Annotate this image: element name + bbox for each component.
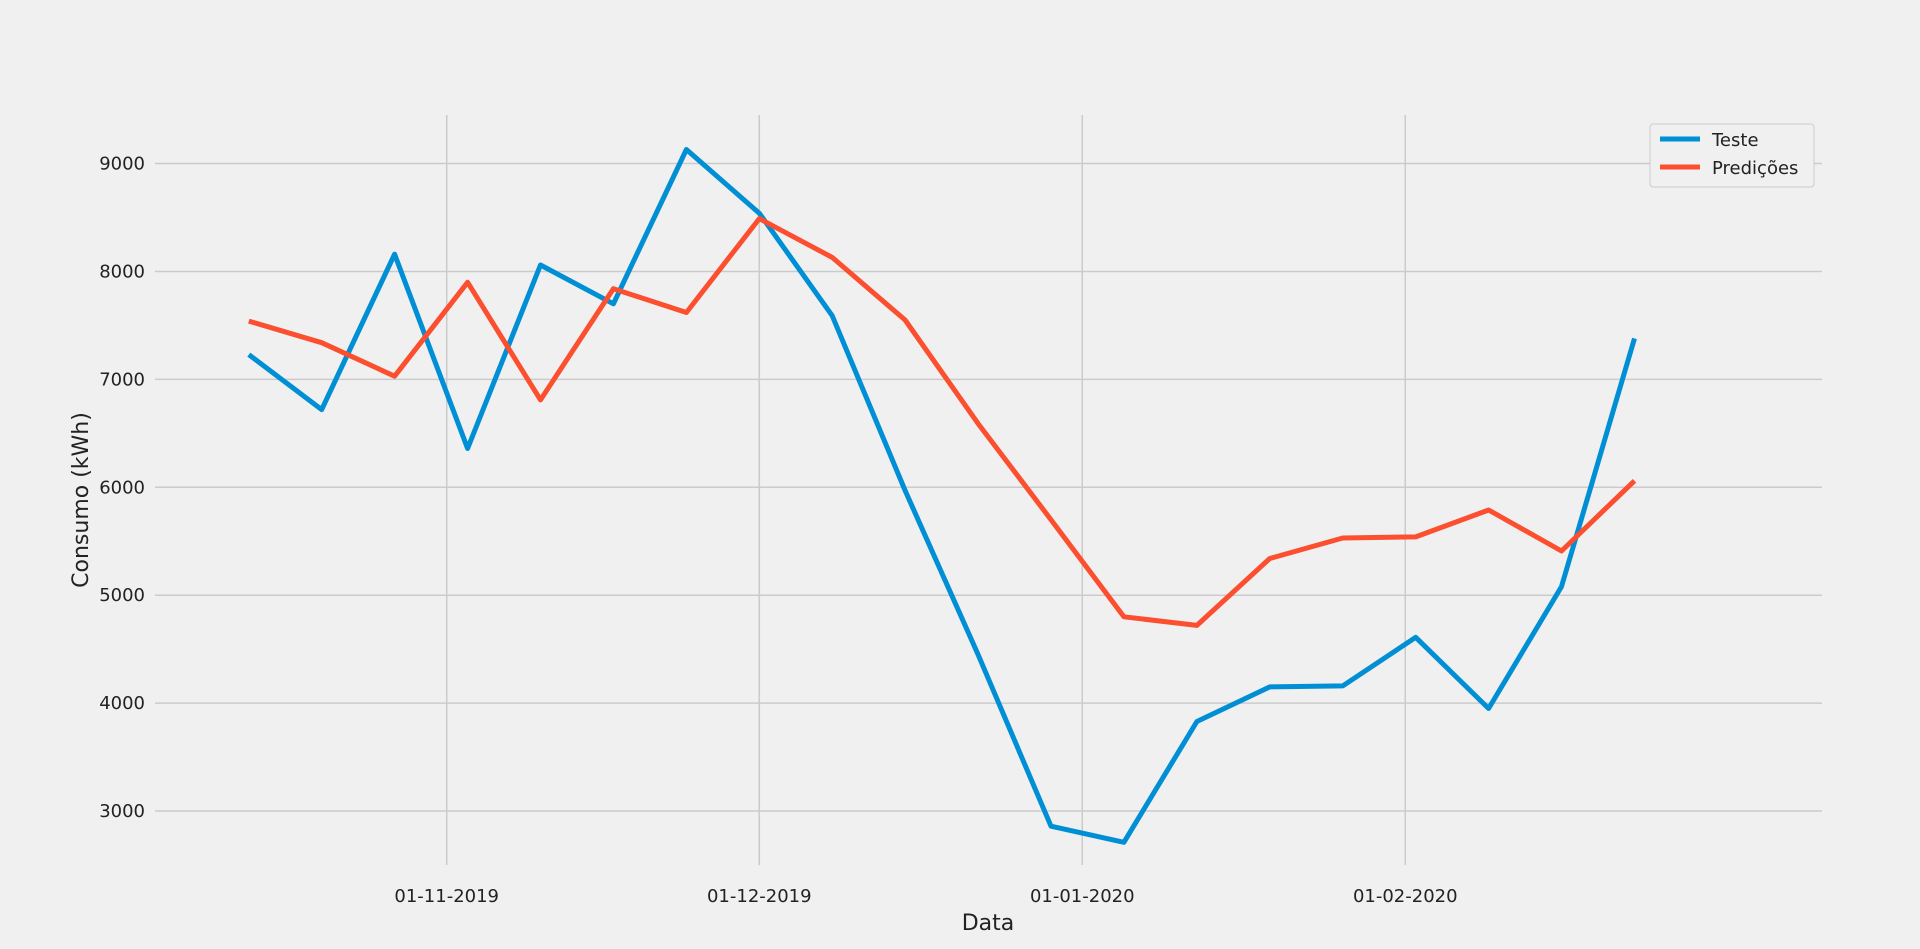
- series-line-teste: [247, 147, 1637, 845]
- y-tick-label: 4000: [99, 693, 145, 714]
- series-line-predicoes: [248, 216, 1637, 628]
- x-tick-label: 01-11-2019: [394, 886, 499, 907]
- x-tick-label: 01-01-2020: [1030, 886, 1135, 907]
- x-tick-label: 01-12-2019: [707, 886, 812, 907]
- y-tick-label: 8000: [99, 261, 145, 282]
- y-tick-label: 6000: [99, 477, 145, 498]
- x-tick-labels: 01-11-2019 01-12-2019 01-01-2020 01-02-2020: [394, 886, 1457, 907]
- legend: Teste Predições: [1649, 123, 1815, 188]
- y-axis-title: Consumo (kWh): [69, 412, 94, 588]
- y-tick-label: 9000: [99, 154, 145, 175]
- series-lines: [247, 147, 1637, 845]
- legend-label-predicoes: Predições: [1712, 158, 1798, 179]
- y-tick-labels: 3000 4000 5000 6000 7000 8000 9000: [99, 154, 145, 822]
- grid-lines: [155, 115, 1822, 865]
- y-tick-label: 3000: [99, 801, 145, 822]
- x-axis-title: Data: [962, 911, 1015, 936]
- legend-label-teste: Teste: [1711, 130, 1759, 151]
- x-tick-label: 01-02-2020: [1353, 886, 1458, 907]
- y-tick-label: 5000: [99, 585, 145, 606]
- y-tick-label: 7000: [99, 369, 145, 390]
